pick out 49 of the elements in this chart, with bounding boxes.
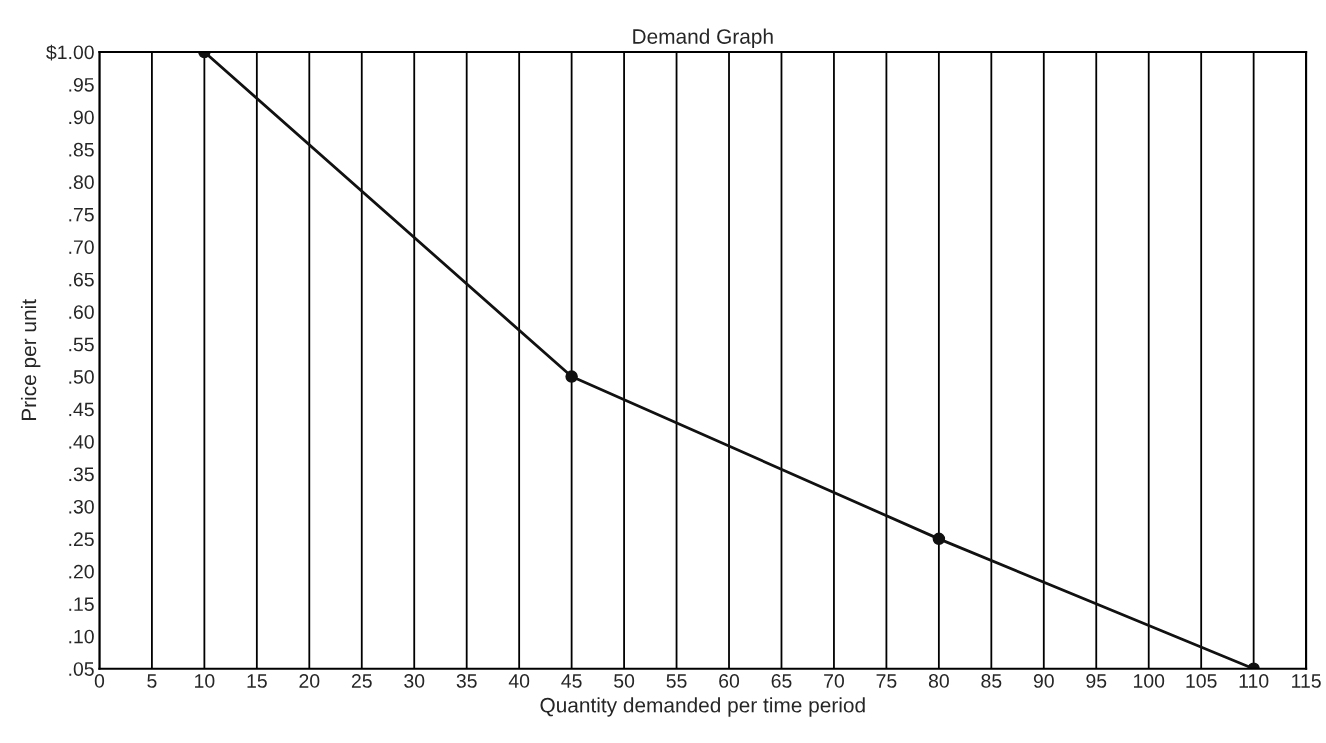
x-tick-label: 15	[247, 674, 267, 688]
y-tick-label: .30	[69, 499, 94, 514]
y-tick-label: .55	[69, 337, 94, 352]
y-tick-label: .20	[69, 564, 94, 579]
x-axis-title: Quantity demanded per time period	[540, 697, 865, 717]
y-tick-label: .05	[69, 662, 94, 676]
x-tick-label: 55	[666, 674, 687, 688]
y-tick-label: .95	[69, 77, 94, 92]
x-tick-label: 90	[1033, 674, 1054, 688]
x-tick-label: 40	[508, 674, 530, 688]
x-tick-label: 30	[404, 674, 425, 688]
x-tick-label: 70	[824, 674, 844, 688]
y-tick-label: $1.00	[46, 44, 94, 61]
x-tick-label: 75	[876, 674, 897, 688]
x-tick-label: 25	[351, 674, 372, 688]
y-tick-label: .90	[69, 110, 94, 125]
point	[932, 532, 946, 546]
x-tick-label: 10	[195, 674, 215, 688]
chart-title: Demand Graph	[633, 28, 773, 48]
y-tick-label: .50	[69, 370, 94, 384]
x-tick-label: 20	[299, 674, 320, 688]
x-tick-label: 0	[94, 674, 105, 688]
x-tick-label: 65	[771, 674, 792, 688]
y-tick-label: .80	[69, 175, 94, 190]
y-tick-label: .40	[69, 434, 94, 449]
x-tick-label: 45	[561, 674, 582, 688]
y-tick-label: .25	[69, 532, 94, 547]
y-tick-label: .10	[69, 629, 94, 644]
y-tick-label: .60	[69, 305, 94, 319]
x-tick-label: 115	[1292, 674, 1321, 688]
x-tick-label: 80	[928, 674, 949, 688]
x-tick-label: 85	[981, 674, 1002, 688]
x-tick-label: 50	[614, 674, 635, 688]
y-tick-label: .15	[69, 597, 94, 612]
y-tick-label: .70	[69, 240, 94, 254]
x-tick-label: 5	[147, 674, 157, 688]
y-tick-label: .85	[69, 142, 94, 157]
y-axis-title: Price per unit	[20, 299, 41, 421]
x-tick-label: 110	[1239, 674, 1269, 688]
y-tick-label: .35	[69, 467, 94, 482]
y-tick-label: .65	[69, 272, 94, 287]
x-tick-label: 35	[456, 674, 477, 688]
y-tick-label: .75	[69, 207, 94, 222]
point	[565, 370, 578, 383]
y-tick-label: .45	[69, 402, 94, 417]
x-tick-label: 95	[1086, 674, 1107, 688]
x-tick-label: 100	[1133, 674, 1165, 688]
x-tick-label: 105	[1186, 674, 1217, 688]
x-tick-label: 60	[719, 674, 740, 688]
